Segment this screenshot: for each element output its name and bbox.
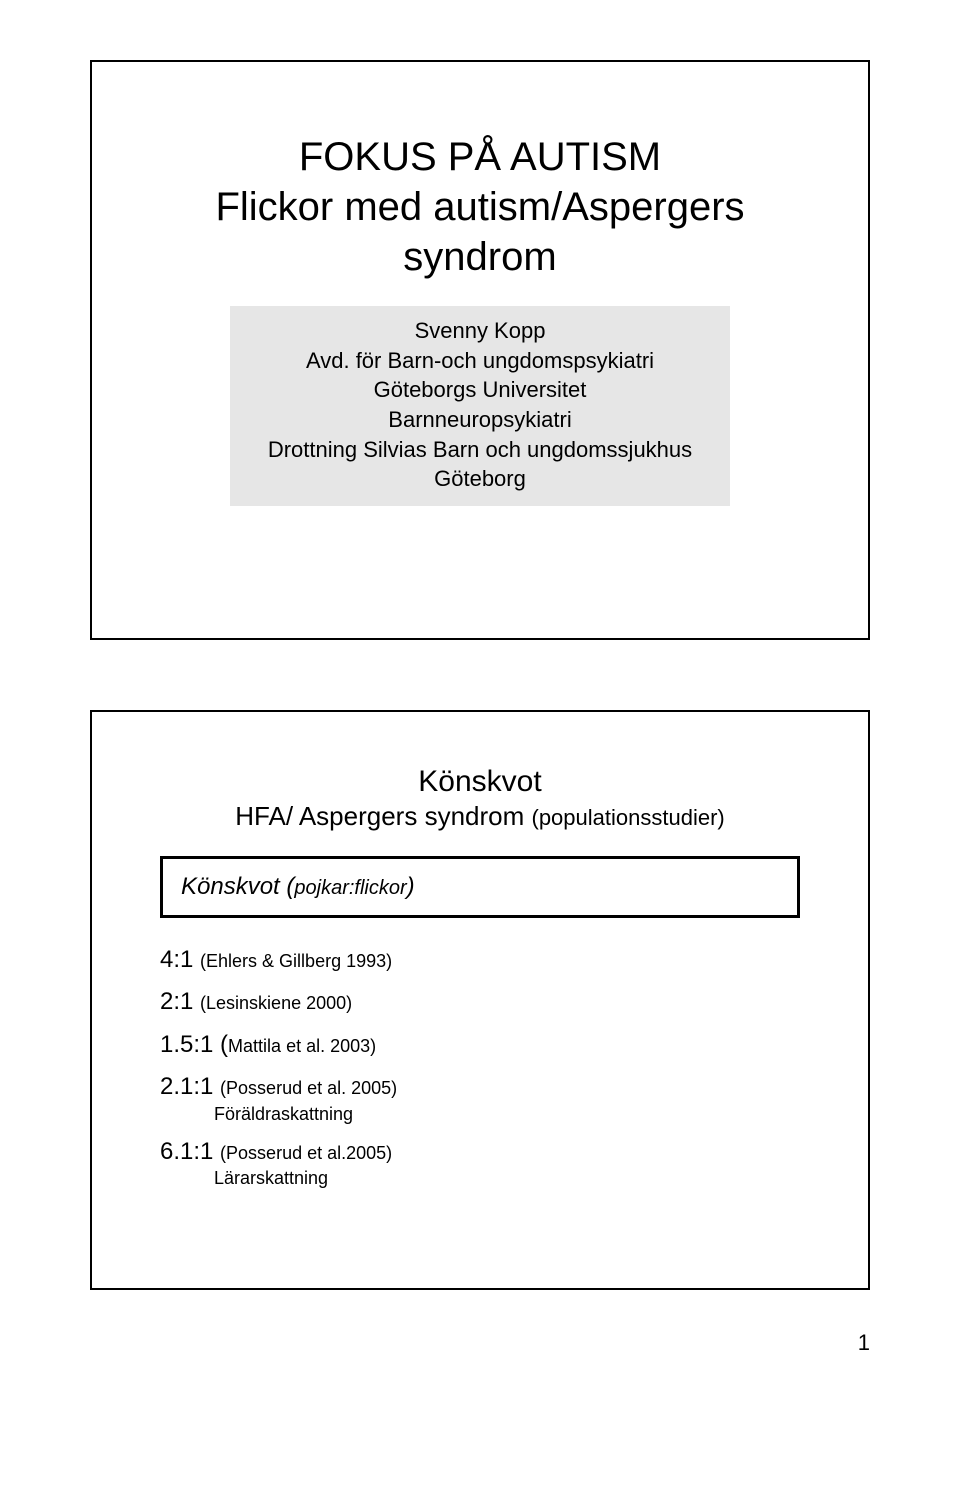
slide2-title: Könskvot	[142, 762, 818, 801]
slide1-title-line3: syndrom	[403, 232, 556, 282]
ratio-sub: Föräldraskattning	[160, 1102, 800, 1126]
slide-1: FOKUS PÅ AUTISM Flickor med autism/Asper…	[90, 60, 870, 640]
slide1-title-line2: Flickor med autism/Aspergers	[215, 182, 744, 232]
ratio-box: Könskvot (pojkar:flickor)	[160, 856, 800, 918]
ratio-cite: (Posserud et al.2005)	[220, 1143, 392, 1163]
ratio-row: 2.1:1 (Posserud et al. 2005) Föräldraska…	[160, 1071, 800, 1126]
ratio-value: 4:1	[160, 946, 200, 973]
ratio-row: 4:1 (Ehlers & Gillberg 1993)	[160, 944, 800, 976]
author-hospital: Drottning Silvias Barn och ungdomssjukhu…	[244, 435, 716, 465]
ratio-row: 1.5:1 (Mattila et al. 2003)	[160, 1029, 800, 1061]
slide1-title-line1: FOKUS PÅ AUTISM	[299, 132, 661, 182]
box-label-c: )	[407, 873, 415, 900]
ratio-list: 4:1 (Ehlers & Gillberg 1993) 2:1 (Lesins…	[160, 944, 800, 1191]
author-univ: Göteborgs Universitet	[244, 375, 716, 405]
ratio-cite: (Lesinskiene 2000)	[200, 993, 352, 1013]
ratio-cite: Mattila et al. 2003)	[228, 1036, 376, 1056]
slide2-subtitle: HFA/ Aspergers syndrom (populationsstudi…	[142, 801, 818, 832]
slide2-subtitle-b: (populationsstudier)	[532, 805, 725, 830]
ratio-row: 2:1 (Lesinskiene 2000)	[160, 986, 800, 1018]
ratio-value: 2.1:1	[160, 1073, 220, 1100]
ratio-sub: Lärarskattning	[160, 1166, 800, 1190]
author-box: Svenny Kopp Avd. för Barn-och ungdomspsy…	[230, 306, 730, 506]
author-dept: Avd. för Barn-och ungdomspsykiatri	[244, 346, 716, 376]
ratio-row: 6.1:1 (Posserud et al.2005) Lärarskattni…	[160, 1136, 800, 1191]
slide-2: Könskvot HFA/ Aspergers syndrom (populat…	[90, 710, 870, 1290]
author-name: Svenny Kopp	[244, 316, 716, 346]
page-number: 1	[90, 1330, 870, 1356]
ratio-cite: (Posserud et al. 2005)	[220, 1078, 397, 1098]
ratio-value: 1.5:1 (	[160, 1031, 228, 1058]
box-label-a: Könskvot (	[181, 873, 294, 900]
ratio-value: 2:1	[160, 988, 200, 1015]
box-label-b: pojkar:flickor	[294, 877, 406, 899]
ratio-value: 6.1:1	[160, 1138, 220, 1165]
ratio-cite: (Ehlers & Gillberg 1993)	[200, 951, 392, 971]
slide2-subtitle-a: HFA/ Aspergers syndrom	[235, 801, 531, 831]
author-city: Göteborg	[244, 464, 716, 494]
author-unit: Barnneuropsykiatri	[244, 405, 716, 435]
